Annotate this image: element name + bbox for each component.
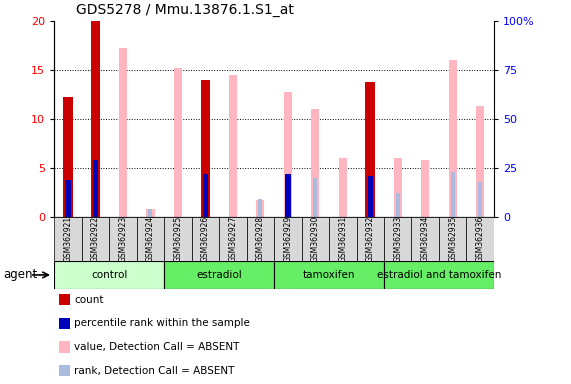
- Bar: [258, 199, 263, 217]
- Bar: [54, 261, 164, 289]
- Bar: [82, 217, 109, 261]
- Text: GSM362923: GSM362923: [118, 216, 127, 262]
- Bar: [59, 341, 70, 353]
- Bar: [356, 217, 384, 261]
- Bar: [393, 158, 402, 217]
- Text: GSM362934: GSM362934: [421, 216, 430, 262]
- Bar: [384, 217, 412, 261]
- Bar: [109, 217, 136, 261]
- Bar: [91, 21, 100, 217]
- Text: GSM362930: GSM362930: [311, 216, 320, 262]
- Text: tamoxifen: tamoxifen: [303, 270, 355, 280]
- Text: GSM362924: GSM362924: [146, 216, 155, 262]
- Bar: [274, 261, 384, 289]
- Bar: [59, 294, 70, 305]
- Bar: [274, 217, 301, 261]
- Bar: [63, 98, 73, 217]
- Text: GSM362929: GSM362929: [283, 216, 292, 262]
- Text: percentile rank within the sample: percentile rank within the sample: [74, 318, 250, 328]
- Bar: [164, 261, 274, 289]
- Bar: [65, 180, 71, 217]
- Bar: [284, 92, 292, 217]
- Text: GSM362931: GSM362931: [338, 216, 347, 262]
- Bar: [365, 82, 375, 217]
- Bar: [467, 217, 494, 261]
- Bar: [368, 176, 373, 217]
- Bar: [200, 80, 210, 217]
- Text: estradiol: estradiol: [196, 270, 242, 280]
- Text: GSM362927: GSM362927: [228, 216, 238, 262]
- Bar: [384, 261, 494, 289]
- Bar: [148, 209, 152, 217]
- Bar: [59, 365, 70, 376]
- Text: agent: agent: [3, 268, 37, 281]
- Bar: [412, 217, 439, 261]
- Bar: [285, 174, 291, 217]
- Bar: [247, 217, 274, 261]
- Bar: [396, 194, 400, 217]
- Bar: [93, 160, 98, 217]
- Bar: [164, 217, 192, 261]
- Bar: [439, 217, 467, 261]
- Bar: [329, 217, 356, 261]
- Bar: [146, 209, 155, 217]
- Text: GSM362922: GSM362922: [91, 216, 100, 262]
- Text: rank, Detection Call = ABSENT: rank, Detection Call = ABSENT: [74, 366, 235, 376]
- Bar: [219, 217, 247, 261]
- Text: value, Detection Call = ABSENT: value, Detection Call = ABSENT: [74, 342, 239, 352]
- Text: control: control: [91, 270, 127, 280]
- Bar: [339, 158, 347, 217]
- Bar: [313, 178, 317, 217]
- Bar: [476, 106, 484, 217]
- Bar: [192, 217, 219, 261]
- Text: GDS5278 / Mmu.13876.1.S1_at: GDS5278 / Mmu.13876.1.S1_at: [77, 3, 294, 17]
- Bar: [478, 182, 482, 217]
- Bar: [451, 172, 455, 217]
- Text: GSM362932: GSM362932: [366, 216, 375, 262]
- Text: GSM362921: GSM362921: [63, 216, 73, 262]
- Bar: [174, 68, 182, 217]
- Text: GSM362935: GSM362935: [448, 216, 457, 262]
- Text: GSM362925: GSM362925: [174, 216, 182, 262]
- Bar: [119, 48, 127, 217]
- Bar: [54, 217, 82, 261]
- Bar: [449, 60, 457, 217]
- Text: estradiol and tamoxifen: estradiol and tamoxifen: [377, 270, 501, 280]
- Bar: [301, 217, 329, 261]
- Text: GSM362933: GSM362933: [393, 216, 402, 262]
- Bar: [229, 75, 237, 217]
- Bar: [311, 109, 319, 217]
- Bar: [256, 200, 264, 217]
- Bar: [421, 160, 429, 217]
- Text: GSM362926: GSM362926: [201, 216, 210, 262]
- Text: GSM362928: GSM362928: [256, 216, 265, 262]
- Text: GSM362936: GSM362936: [476, 216, 485, 262]
- Bar: [203, 174, 208, 217]
- Bar: [59, 318, 70, 329]
- Text: count: count: [74, 295, 103, 305]
- Bar: [136, 217, 164, 261]
